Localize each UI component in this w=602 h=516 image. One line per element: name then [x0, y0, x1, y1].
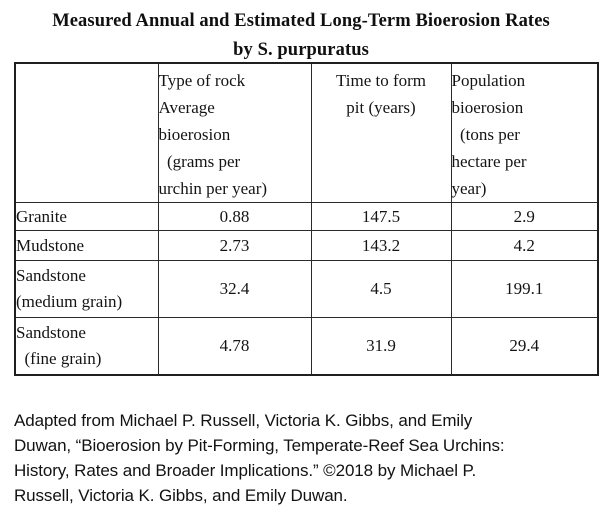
value-population-bioerosion: 2.9 [450, 202, 599, 231]
header-time-to-form-pit: Time to form pit (years) [310, 62, 452, 203]
value-average-bioerosion: 4.78 [157, 317, 312, 375]
table-header-row: Type of rock Average bioerosion (grams p… [14, 62, 599, 203]
table-row-sandstone-medium-grain: Sandstone (medium grain) 32.4 4.5 199.1 [14, 260, 599, 318]
value-time-to-form-pit: 143.2 [310, 230, 452, 261]
value-time-to-form-pit: 31.9 [310, 317, 452, 375]
value-average-bioerosion: 0.88 [157, 202, 312, 231]
row-label: Sandstone (medium grain) [14, 260, 159, 318]
table-row-mudstone: Mudstone 2.73 143.2 4.2 [14, 230, 599, 261]
header-population-bioerosion: Population bioerosion (tons per hectare … [450, 62, 599, 203]
header-type-of-rock: Type of rock Average bioerosion (grams p… [157, 62, 312, 203]
row-label: Granite [14, 202, 159, 231]
row-label: Mudstone [14, 230, 159, 261]
value-population-bioerosion: 199.1 [450, 260, 599, 318]
value-population-bioerosion: 29.4 [450, 317, 599, 375]
bioerosion-table: Type of rock Average bioerosion (grams p… [14, 62, 599, 376]
value-average-bioerosion: 32.4 [157, 260, 312, 318]
header-empty-cell [14, 62, 159, 203]
value-population-bioerosion: 4.2 [450, 230, 599, 261]
title-line-1: Measured Annual and Estimated Long-Term … [52, 11, 550, 31]
table-title: Measured Annual and Estimated Long-Term … [0, 7, 602, 65]
value-time-to-form-pit: 147.5 [310, 202, 452, 231]
attribution-text: Adapted from Michael P. Russell, Victori… [14, 411, 505, 505]
table-row-sandstone-fine-grain: Sandstone (fine grain) 4.78 31.9 29.4 [14, 317, 599, 375]
value-time-to-form-pit: 4.5 [310, 260, 452, 318]
value-average-bioerosion: 2.73 [157, 230, 312, 261]
table-row-granite: Granite 0.88 147.5 2.9 [14, 202, 599, 231]
title-line-2: by S. purpuratus [233, 40, 369, 60]
row-label: Sandstone (fine grain) [14, 317, 159, 375]
